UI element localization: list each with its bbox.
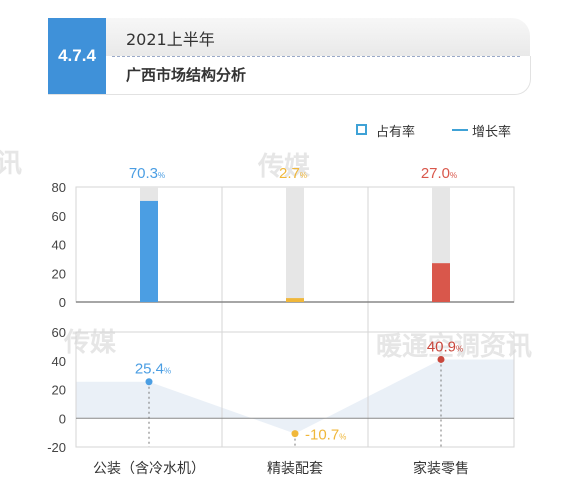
legend-square-icon (356, 124, 367, 135)
x-category-label: 家装零售 (413, 460, 469, 477)
share-value-label: 27.0% (421, 165, 457, 182)
y-tick-label: -20 (47, 440, 66, 455)
y-tick-label: 20 (52, 266, 66, 281)
legend-share-label: 占有率 (376, 125, 416, 140)
share-value-label: 2.7% (279, 165, 307, 182)
y-tick-label: 40 (52, 238, 66, 253)
bottom-panel-frame (75, 331, 515, 448)
share-bar (140, 200, 158, 302)
growth-point (437, 355, 445, 363)
x-category-label: 精装配套 (267, 461, 323, 477)
header-divider (112, 56, 520, 57)
legend-growth-label: 增长率 (472, 125, 512, 140)
section-header: 4.7.4 2021上半年 广西市场结构分析 (48, 18, 531, 95)
bar-track (286, 187, 304, 302)
y-tick-label: 80 (52, 180, 66, 195)
legend-line-icon (452, 129, 468, 131)
growth-point (145, 378, 153, 386)
header-subtitle: 广西市场结构分析 (126, 66, 247, 84)
y-tick-label: 60 (52, 209, 66, 224)
growth-value-label: -10.7% (305, 427, 346, 444)
growth-value-label: 25.4% (135, 361, 171, 378)
y-tick-label: 60 (52, 325, 66, 340)
share-value-label: 70.3% (129, 165, 165, 182)
growth-area (76, 359, 514, 434)
y-tick-label: 20 (52, 383, 66, 398)
header-title-bar (48, 18, 530, 56)
share-bar (432, 263, 450, 302)
y-tick-label: 40 (52, 354, 66, 369)
header-subtitle-bar (48, 56, 531, 95)
x-category-label: 公装（含冷水机） (93, 461, 205, 477)
section-number-badge: 4.7.4 (48, 18, 106, 94)
share-bar (286, 298, 304, 302)
growth-point (291, 430, 299, 438)
y-tick-label: 0 (59, 295, 66, 310)
header-title: 2021上半年 (126, 30, 215, 49)
y-tick-label: 0 (59, 411, 66, 426)
growth-value-label: 40.9% (427, 338, 463, 355)
